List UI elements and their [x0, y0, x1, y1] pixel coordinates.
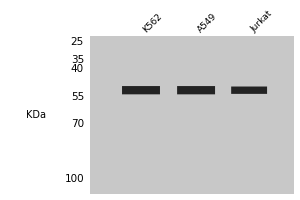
FancyBboxPatch shape — [231, 87, 267, 94]
FancyBboxPatch shape — [177, 86, 215, 94]
Text: 55: 55 — [71, 92, 84, 102]
Text: 25: 25 — [71, 37, 84, 47]
Text: 35: 35 — [71, 55, 84, 65]
Text: 40: 40 — [71, 64, 84, 74]
Text: 100: 100 — [64, 174, 84, 184]
Text: Jurkat: Jurkat — [249, 9, 274, 34]
Text: KDa: KDa — [26, 110, 46, 120]
Text: K562: K562 — [141, 11, 164, 34]
Text: A549: A549 — [196, 11, 219, 34]
Text: 70: 70 — [71, 119, 84, 129]
FancyBboxPatch shape — [122, 86, 160, 94]
